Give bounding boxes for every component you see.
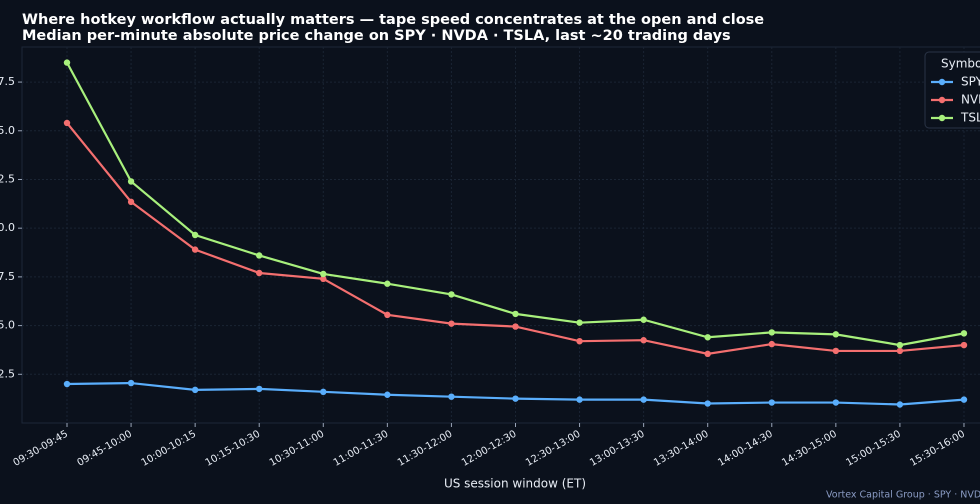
x-axis-label: US session window (ET) — [444, 477, 586, 491]
point — [127, 379, 135, 387]
point — [320, 270, 327, 278]
legend-box — [924, 51, 980, 129]
point — [320, 388, 327, 396]
y-tick-label: 2.5 — [0, 367, 15, 380]
point — [191, 386, 199, 394]
point — [127, 178, 135, 185]
y-tick-label: 5.0 — [0, 319, 15, 332]
legend-marker — [938, 114, 946, 122]
x-tick-label: 14:30-15:00 — [780, 429, 839, 469]
y-tick-label: 12.5 — [0, 172, 15, 185]
point — [512, 395, 519, 402]
point — [640, 337, 647, 344]
point — [960, 396, 968, 403]
legend-marker — [938, 78, 946, 86]
point — [512, 310, 519, 318]
x-tick-label: 15:00-15:30 — [844, 429, 903, 469]
point — [448, 320, 455, 327]
legend-label: SPY — [961, 75, 980, 89]
point — [448, 291, 455, 298]
x-tick-label: 15:30-16:00 — [908, 429, 967, 469]
point — [256, 252, 263, 259]
x-tick-label: 12:00-12:30 — [460, 429, 519, 469]
point — [384, 311, 391, 319]
y-tick-label: 10.0 — [0, 221, 15, 234]
footer: Vortex Capital Group · SPY · NVDA · TSLA — [826, 490, 980, 501]
point — [768, 340, 775, 348]
point — [832, 331, 840, 338]
point — [63, 380, 71, 388]
x-tick-label: 10:15-10:30 — [204, 429, 263, 469]
point — [191, 231, 199, 239]
chart-title: Where hotkey workflow actually matters —… — [22, 12, 764, 28]
point — [63, 59, 71, 66]
x-tick-label: 10:00-10:15 — [140, 429, 199, 469]
y-tick-label: 7.5 — [0, 270, 15, 283]
point — [704, 400, 711, 407]
x-tick-label: 09:45-10:00 — [76, 429, 135, 469]
point — [768, 329, 775, 336]
point — [63, 119, 71, 127]
legend-marker — [938, 96, 946, 104]
legend-label: TSLA — [960, 111, 980, 125]
point — [384, 391, 391, 398]
point — [127, 198, 135, 206]
x-tick-label: 10:30-11:00 — [268, 429, 327, 469]
x-tick-label: 13:00-13:30 — [588, 429, 647, 469]
x-tick-label: 12:30-13:00 — [524, 429, 583, 469]
x-tick-label: 13:30-14:00 — [652, 429, 711, 469]
point — [576, 319, 583, 326]
x-tick-label: 09:30-09:45 — [11, 429, 70, 469]
point — [960, 341, 968, 349]
point — [704, 350, 711, 358]
legend-title: Symbol — [941, 57, 980, 71]
point — [896, 401, 904, 408]
y-tick-label: 17.5 — [0, 75, 15, 88]
point — [704, 334, 711, 341]
legend-label: NVDA — [961, 93, 980, 107]
x-tick-label: 14:00-14:30 — [716, 429, 775, 469]
point — [256, 269, 263, 277]
point — [320, 275, 327, 283]
point — [256, 385, 263, 393]
point — [640, 396, 647, 403]
point — [576, 396, 583, 403]
point — [640, 316, 647, 323]
point — [832, 347, 840, 355]
x-tick-label: 11:30-12:00 — [396, 429, 455, 469]
point — [512, 323, 519, 330]
point — [768, 399, 775, 406]
point — [384, 280, 391, 287]
plot-area — [21, 46, 980, 424]
point — [832, 399, 840, 406]
point — [896, 347, 904, 355]
point — [960, 330, 968, 337]
point — [896, 341, 904, 349]
point — [448, 393, 455, 400]
point — [191, 246, 199, 253]
y-tick-label: 15.0 — [0, 124, 15, 137]
x-tick-label: 11:00-11:30 — [332, 429, 391, 469]
point — [576, 337, 583, 345]
chart-subtitle: Median per-minute absolute price change … — [22, 28, 731, 44]
